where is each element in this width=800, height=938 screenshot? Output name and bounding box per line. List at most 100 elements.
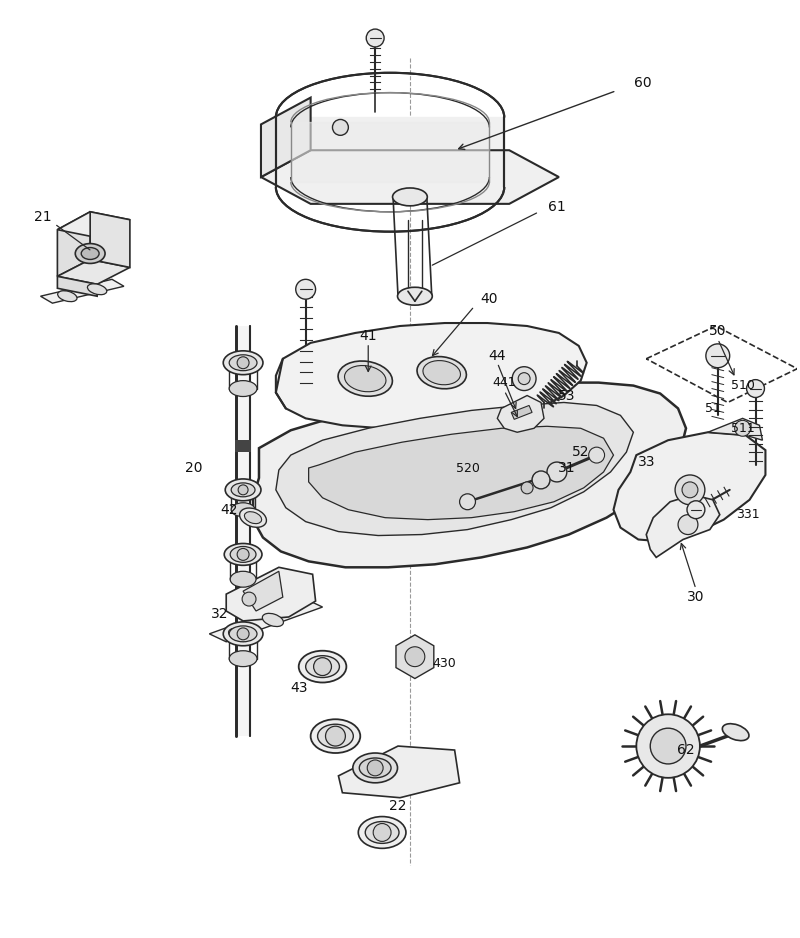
Polygon shape [58,277,97,296]
Ellipse shape [366,822,399,843]
Circle shape [237,628,249,640]
Circle shape [237,356,249,369]
Text: 42: 42 [221,503,238,517]
Ellipse shape [359,758,391,778]
Circle shape [237,549,249,560]
Ellipse shape [82,248,99,260]
Polygon shape [614,432,766,541]
Circle shape [518,372,530,385]
Circle shape [242,592,256,606]
Circle shape [706,344,730,368]
Text: 43: 43 [290,682,307,695]
Ellipse shape [358,817,406,848]
Circle shape [238,485,248,495]
Polygon shape [58,212,130,237]
Ellipse shape [345,366,386,392]
Text: 61: 61 [548,200,566,214]
Circle shape [682,482,698,498]
Circle shape [636,714,700,778]
Ellipse shape [533,474,550,486]
Text: 21: 21 [34,210,51,224]
Text: 510: 510 [730,379,754,392]
Circle shape [367,760,383,776]
Text: 50: 50 [709,324,726,338]
Circle shape [326,726,346,746]
Text: 20: 20 [185,461,202,475]
Ellipse shape [229,355,257,371]
Ellipse shape [231,483,255,497]
Circle shape [296,280,315,299]
Polygon shape [235,440,251,452]
Ellipse shape [58,291,77,302]
Polygon shape [498,396,544,432]
Polygon shape [276,402,634,536]
Polygon shape [276,323,586,429]
Text: 62: 62 [677,743,695,757]
Polygon shape [646,495,720,557]
Circle shape [532,471,550,489]
Ellipse shape [423,360,461,385]
Ellipse shape [306,656,339,677]
Circle shape [687,501,705,519]
Text: 40: 40 [481,293,498,306]
Circle shape [373,824,391,841]
Ellipse shape [223,351,263,374]
Ellipse shape [231,503,255,517]
Ellipse shape [226,479,261,501]
Text: 33: 33 [638,455,655,469]
Text: 53: 53 [558,388,575,402]
Circle shape [333,119,348,135]
Circle shape [314,658,331,675]
Ellipse shape [87,284,106,295]
Ellipse shape [310,719,360,753]
Ellipse shape [417,356,466,388]
Text: 331: 331 [736,508,759,522]
Ellipse shape [262,613,283,627]
Circle shape [459,493,475,509]
Circle shape [650,728,686,764]
Ellipse shape [338,361,392,396]
Text: 441: 441 [493,376,516,389]
Ellipse shape [722,724,749,741]
Ellipse shape [224,543,262,566]
Ellipse shape [229,651,257,667]
Text: 44: 44 [489,349,506,363]
Polygon shape [261,98,310,177]
Polygon shape [338,746,459,797]
Ellipse shape [229,381,257,397]
Ellipse shape [240,508,266,527]
Polygon shape [90,212,130,267]
Polygon shape [243,571,283,611]
Text: 30: 30 [687,590,705,604]
Polygon shape [708,418,762,440]
Text: 41: 41 [359,329,377,343]
Circle shape [746,380,765,398]
Polygon shape [210,599,322,642]
Circle shape [512,367,536,390]
Ellipse shape [75,244,105,264]
Ellipse shape [229,628,250,642]
Polygon shape [58,260,130,284]
Circle shape [675,475,705,505]
Polygon shape [58,212,90,277]
Text: 31: 31 [558,461,576,475]
Ellipse shape [393,188,427,205]
Polygon shape [41,280,124,303]
Circle shape [678,515,698,535]
Ellipse shape [398,287,432,305]
Ellipse shape [318,724,354,748]
Circle shape [405,647,425,667]
Text: 32: 32 [210,607,228,621]
Ellipse shape [230,571,256,587]
Ellipse shape [229,626,257,642]
Circle shape [589,447,605,463]
Polygon shape [226,567,315,621]
Ellipse shape [298,651,346,683]
Ellipse shape [223,622,263,645]
Circle shape [366,29,384,47]
Circle shape [547,462,567,482]
Text: 430: 430 [433,658,457,670]
Ellipse shape [230,547,256,563]
Text: 52: 52 [572,446,590,459]
Text: 520: 520 [455,461,479,475]
